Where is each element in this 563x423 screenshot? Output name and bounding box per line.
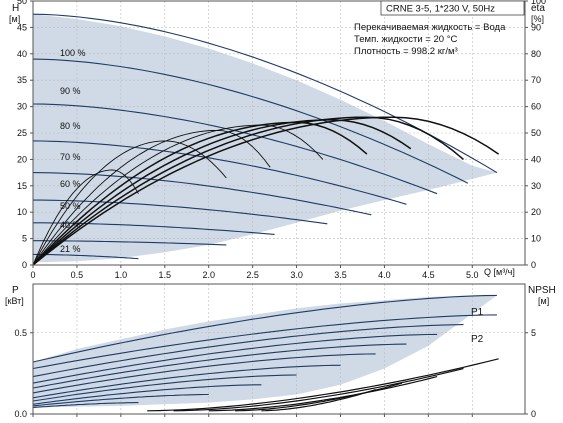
y-right-unit-top: [%] [531,14,544,24]
y-right-tick-label: 70 [531,75,541,85]
speed-label: 40 % [60,220,81,230]
speed-label: 21 % [60,244,81,254]
power-curve [32,314,497,370]
x-tick-label: 4.5 [422,270,435,280]
y-right-tick-label: 20 [531,207,541,217]
efficiency-curve [32,119,412,266]
speed-label: 100 % [60,48,86,58]
y-left-tick-label: 45 [17,22,27,32]
npsh-curve [173,367,464,412]
y-right-tick-label: 0 [531,260,536,270]
y-left-unit-top: [м] [9,14,20,24]
y-left-tick-label: 15 [17,181,27,191]
power-curve [32,393,209,407]
speed-label: 60 % [60,179,81,189]
x-tick-label: 1.5 [159,270,172,280]
efficiency-curve [32,116,464,266]
speed-curve [32,172,372,216]
head-efficiency-panel: 0 0.5 1.0 1.5 2.0 2.5 3.0 3.5 4.0 4.5 5.0 0 5 10 15 20 2… [9,0,546,280]
series-label-p2: P2 [471,334,484,345]
power-curve [32,343,407,389]
x-tick-label: 3.5 [334,270,347,280]
efficiency-curve [32,116,500,266]
x-tick-label: 0 [30,270,35,280]
annotation-temperature: Темп. жидкости = 20 °C [354,34,457,45]
y-left-tick-label: 0.0 [14,409,27,419]
y-right-label-top: eta [531,3,545,14]
y-right-tick-label: 10 [531,234,541,244]
plot-frame-bottom [32,283,526,415]
efficiency-curve [32,124,324,266]
speed-curve [32,140,407,205]
x-tick-label: 2.5 [246,270,259,280]
efficiency-curve [32,121,368,266]
npsh-curve [147,358,499,412]
power-curve [32,384,262,405]
y-left-tick-label: 0.5 [14,328,27,338]
y-left-tick-label: 25 [17,128,27,138]
y-left-tick-label: 5 [22,234,27,244]
y-right-tick-label: 0 [531,409,536,419]
x-tick-label: 3.0 [290,270,303,280]
power-curve [32,353,376,394]
efficiency-curve [32,169,139,266]
y-left-tick-label: 0 [22,260,27,270]
speed-curve [33,253,139,260]
efficiency-curve [32,140,227,266]
x-axis-label: Q [м³/ч] [484,267,515,277]
speed-label: 80 % [60,121,81,131]
power-npsh-panel: 0.0 0.5 0 5 P [кВт] NPSH [м] P1 P2 [5,283,556,419]
y-right-tick-label: 50 [531,128,541,138]
y-right-tick-label: 40 [531,154,541,164]
npsh-curve [261,389,376,412]
power-curve [32,402,139,409]
annotation-density: Плотность = 998.2 кг/м³ [354,46,458,57]
y-left-tick-label: 30 [17,102,27,112]
y-right-unit-bottom: [м] [538,296,549,306]
speed-label: 90 % [60,86,81,96]
y-left-tick-label: 50 [17,0,27,6]
efficiency-curve [32,129,271,266]
y-right-tick-label: 80 [531,49,541,59]
y-left-tick-label: 35 [17,75,27,85]
x-tick-label: 4.0 [378,270,391,280]
power-curve [32,364,341,399]
y-right-tick-label: 60 [531,102,541,112]
npsh-curve [208,376,438,412]
series-label-p1: P1 [471,307,484,318]
y-right-tick-label: 5 [531,328,536,338]
y-left-label-bottom: P [12,285,19,296]
y-left-label-top: H [12,3,19,14]
y-right-tick-label: 30 [531,181,541,191]
power-curve [32,374,297,402]
y-left-tick-label: 20 [17,154,27,164]
operating-range-power [33,295,497,408]
speed-label: 70 % [60,152,81,162]
y-left-tick-label: 40 [17,49,27,59]
annotation-liquid: Перекачиваемая жидкость = Вода [354,22,506,33]
x-tick-label: 1.0 [115,270,128,280]
speed-curve [33,240,227,246]
power-curve [32,333,438,384]
y-right-tick-label: 90 [531,22,541,32]
y-right-tick-label: 100 [531,0,546,6]
y-left-tick-label: 10 [17,207,27,217]
speed-label: 50 % [60,201,81,211]
power-curve [32,294,497,363]
speed-curve [32,58,469,184]
x-tick-label: 2.0 [202,270,215,280]
x-tick-label: 0.5 [71,270,84,280]
y-right-label-bottom: NPSH [528,285,556,296]
speed-curve [33,222,275,235]
pump-model-box [380,0,525,16]
pump-model-title: CRNE 3-5, 1*230 V, 50Hz [386,4,495,15]
power-curve [32,324,464,378]
y-left-unit-bottom: [кВт] [5,296,24,306]
speed-curve [33,199,328,225]
x-tick-label: 5.0 [466,270,479,280]
